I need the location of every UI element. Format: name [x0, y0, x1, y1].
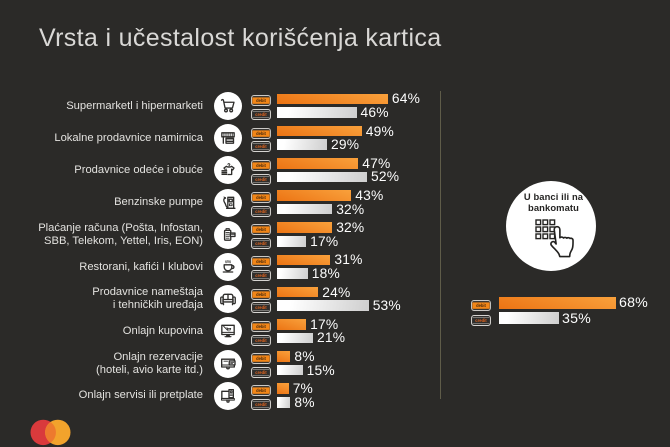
svg-text:debit: debit [256, 98, 266, 103]
svg-text:debit: debit [256, 195, 266, 200]
svg-text:credit: credit [255, 273, 267, 278]
svg-text:debit: debit [256, 324, 266, 329]
svg-text:credit: credit [255, 370, 267, 375]
svg-text:debit: debit [476, 303, 486, 308]
svg-text:credit: credit [255, 112, 267, 117]
svg-text:credit: credit [255, 144, 267, 149]
svg-text:debit: debit [256, 292, 266, 297]
svg-text:debit: debit [256, 227, 266, 232]
svg-text:debit: debit [256, 388, 266, 393]
svg-text:credit: credit [255, 209, 267, 214]
svg-text:credit: credit [475, 317, 487, 322]
svg-text:debit: debit [256, 356, 266, 361]
svg-text:credit: credit [255, 241, 267, 246]
svg-text:debit: debit [256, 163, 266, 168]
svg-text:debit: debit [256, 131, 266, 136]
svg-text:credit: credit [255, 176, 267, 181]
svg-text:debit: debit [256, 259, 266, 264]
svg-text:credit: credit [255, 402, 267, 407]
svg-text:credit: credit [255, 337, 267, 342]
svg-text:credit: credit [255, 305, 267, 310]
